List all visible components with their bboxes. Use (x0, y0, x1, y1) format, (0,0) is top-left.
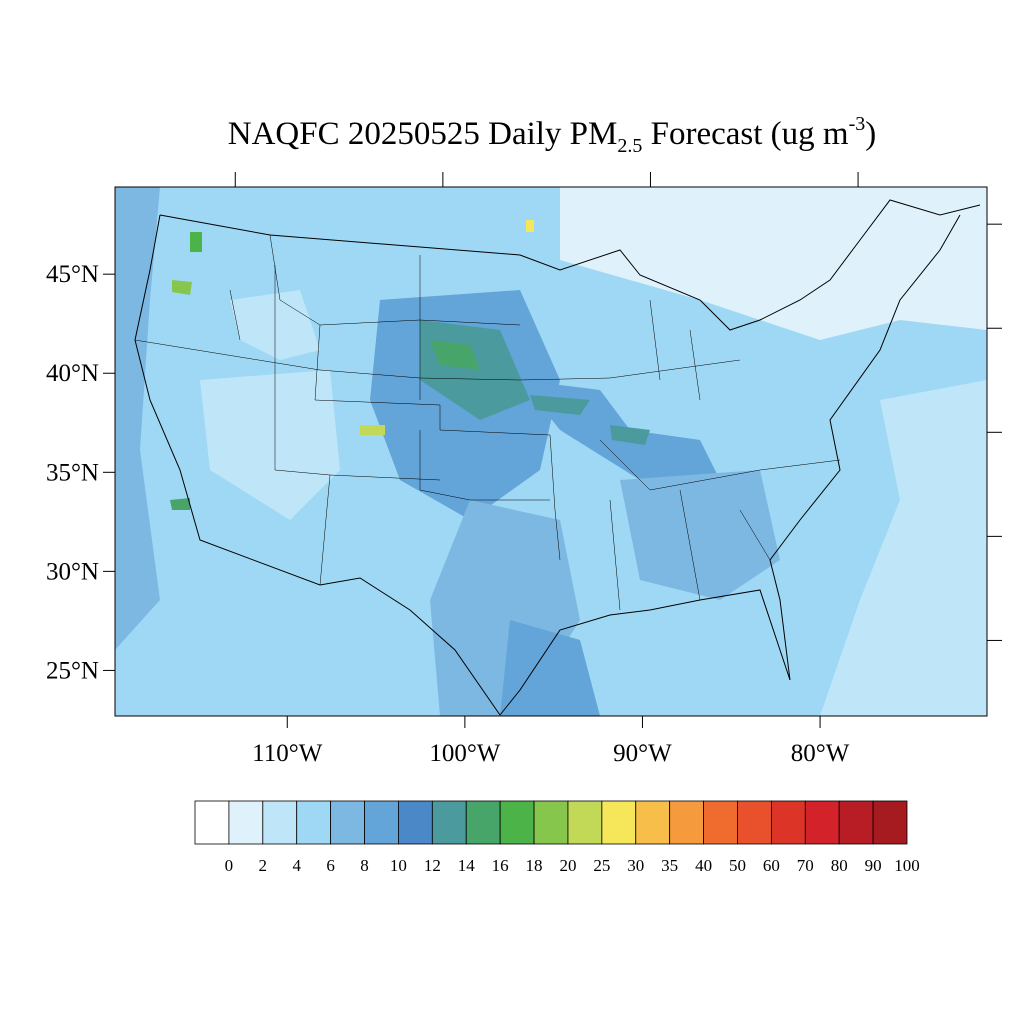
colorbar-label: 100 (894, 856, 920, 875)
colorbar-box (872, 800, 908, 845)
colorbar-label: 16 (492, 856, 509, 875)
map-frame (114, 186, 988, 717)
colorbar-label: 2 (259, 856, 268, 875)
x-tick-label: 110°W (252, 740, 323, 767)
colorbar-box (398, 800, 433, 845)
x-tick-label: 80°W (791, 740, 850, 767)
colorbar-box (262, 800, 298, 845)
colorbar-box (635, 800, 671, 845)
axes: 110°W 100°W 90°W 80°W 25°N 30°N 35°N 40°N 45°N (46, 172, 1002, 767)
colorbar-label: 40 (695, 856, 712, 875)
colorbar-box (228, 800, 264, 845)
colorbar-label: 20 (559, 856, 576, 875)
colorbar-label: 90 (865, 856, 882, 875)
y-tick-label: 30°N (46, 558, 99, 585)
colorbar-box (431, 800, 467, 845)
title-part: ) (865, 116, 876, 152)
colorbar-label: 50 (729, 856, 746, 875)
y-tick-label: 40°N (46, 360, 99, 387)
colorbar-box (296, 800, 332, 845)
colorbar-box (465, 800, 501, 845)
colorbar-box (770, 800, 806, 845)
colorbar-label: 60 (763, 856, 780, 875)
colorbar-label: 30 (627, 856, 644, 875)
colorbar-label: 0 (225, 856, 234, 875)
colorbar-box (838, 800, 874, 845)
colorbar-box (499, 800, 535, 845)
y-tick-label: 35°N (46, 459, 99, 486)
y-tick-label: 25°N (46, 657, 99, 684)
colorbar-box (601, 800, 637, 845)
colorbar-label: 6 (326, 856, 335, 875)
colorbar-label: 10 (390, 856, 407, 875)
x-tick-label: 100°W (429, 740, 500, 767)
chart-title: NAQFC 20250525 Daily PM2.5 Forecast (ug … (228, 113, 877, 157)
colorbar-box (703, 800, 738, 845)
colorbar-box (737, 800, 772, 845)
colorbar-box (669, 800, 704, 845)
colorbar: 0 2 4 6 8 10 12 14 16 18 20 25 30 35 40 50 60 70 80 90 100 (194, 800, 920, 875)
colorbar-label: 35 (661, 856, 678, 875)
colorbar-label: 70 (797, 856, 814, 875)
title-part: Forecast (ug m (642, 116, 849, 152)
colorbar-label: 8 (360, 856, 369, 875)
colorbar-box (364, 800, 399, 845)
title-sup: -3 (849, 113, 866, 135)
x-tick-label: 90°W (613, 740, 672, 767)
colorbar-box (194, 800, 230, 845)
colorbar-label: 80 (831, 856, 848, 875)
title-part: NAQFC 20250525 Daily PM (228, 116, 618, 152)
coastlines (134, 199, 981, 716)
colorbar-box (804, 800, 840, 845)
colorbar-label: 12 (424, 856, 441, 875)
colorbar-box (330, 800, 365, 845)
state-borders (134, 234, 841, 611)
colorbar-box (567, 800, 603, 845)
map-field (115, 187, 987, 716)
y-tick-label: 45°N (46, 261, 99, 288)
colorbar-label: 25 (593, 856, 610, 875)
colorbar-label: 4 (292, 856, 301, 875)
colorbar-label: 14 (458, 856, 476, 875)
colorbar-label: 18 (526, 856, 543, 875)
colorbar-box (533, 800, 569, 845)
title-sub: 2.5 (617, 135, 642, 157)
